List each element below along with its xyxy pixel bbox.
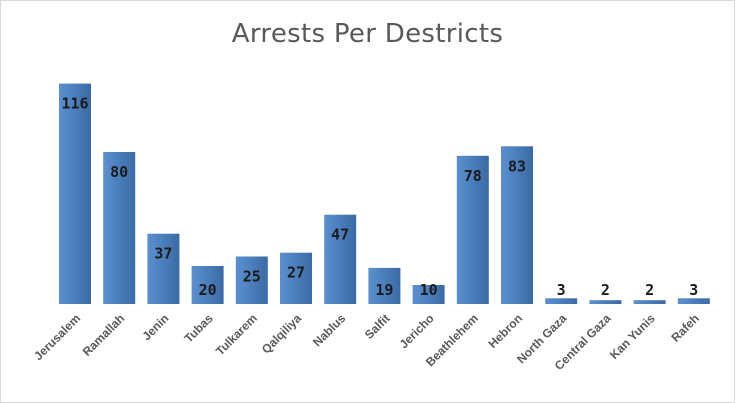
category-label: Kan Yunis (607, 311, 658, 362)
value-label: 25 (243, 268, 261, 286)
value-label: 78 (464, 167, 482, 185)
value-label: 80 (110, 163, 128, 181)
bar-nablus (324, 214, 357, 304)
category-label: Jenin (139, 311, 171, 343)
value-label: 10 (420, 281, 438, 299)
bar-north-gaza (545, 298, 578, 304)
bar-hebron (501, 146, 533, 304)
chart-title: Arrests Per Destricts (231, 19, 504, 49)
bar-tulkarem (235, 256, 268, 304)
bar-salfit (368, 267, 401, 304)
category-label: Jerusalem (31, 311, 83, 363)
value-label: 47 (331, 226, 349, 244)
category-label: Ramallah (80, 311, 128, 359)
value-label: 2 (645, 281, 654, 299)
category-label: Tulkarem (213, 311, 260, 358)
bar-rafeh (677, 298, 710, 304)
bar-kan-yunis (633, 300, 666, 304)
value-labels-layer: 116 80 37 20 25 27 47 19 10 78 83 3 2 2 3 (61, 95, 698, 299)
value-label: 116 (61, 95, 88, 113)
bar-jenin (147, 233, 180, 304)
value-label: 37 (154, 245, 172, 263)
bar-central-gaza (589, 300, 622, 304)
value-label: 83 (508, 157, 526, 175)
category-label: Tubas (181, 311, 215, 345)
value-label: 3 (689, 281, 698, 299)
bar-tubas (191, 266, 224, 304)
category-label: Qalqiliya (259, 311, 305, 357)
value-label: 2 (601, 281, 610, 299)
value-label: 3 (557, 281, 566, 299)
value-label: 19 (375, 281, 393, 299)
category-label: Salfit (362, 311, 393, 342)
bar-ramallah (103, 152, 136, 304)
bar-jerusalem (59, 83, 91, 304)
bars-layer (59, 83, 710, 304)
value-label: 20 (199, 281, 217, 299)
category-label: Rafeh (668, 311, 701, 344)
category-label: Hebron (486, 311, 526, 351)
bar-beathlehem (456, 155, 489, 304)
bar-jericho (412, 285, 445, 304)
bar-qalqiliya (280, 252, 312, 304)
category-label: Nablus (310, 311, 348, 349)
value-label: 27 (287, 264, 305, 282)
category-label: Jericho (397, 311, 437, 351)
